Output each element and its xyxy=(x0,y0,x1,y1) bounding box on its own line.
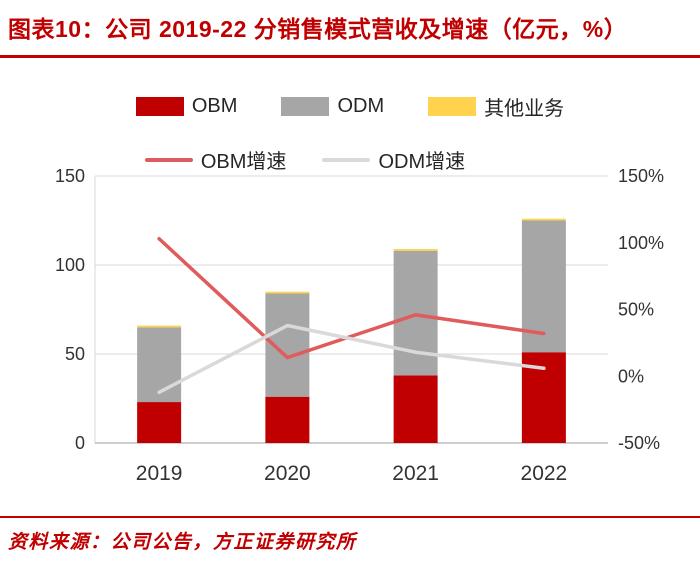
x-axis-label: 2022 xyxy=(521,462,568,485)
combo-chart: 0 50 100 150 -50% 0% 50% 100% 150% 2019 2020 2021 20… xyxy=(55,166,664,485)
title-divider xyxy=(0,55,700,58)
other-bar-swatch xyxy=(428,97,477,116)
bar-segment-其他业务-2022 xyxy=(521,218,566,221)
odm-line-swatch xyxy=(322,157,371,162)
legend-row-bars: OBM ODM 其他业务 xyxy=(0,92,700,121)
legend-row-lines: OBM增速 ODM增速 xyxy=(0,145,655,174)
right-axis-tick: 100% xyxy=(618,233,664,253)
obm-bar-swatch xyxy=(135,97,184,116)
odm-bar-swatch xyxy=(281,97,330,116)
x-axis-label: 2021 xyxy=(392,462,439,485)
left-axis-tick: 0 xyxy=(75,433,85,453)
left-axis-tick: 150 xyxy=(55,166,85,186)
bar-segment-OBM-2020 xyxy=(265,396,310,443)
chart-legend: OBM ODM 其他业务 OBM增速 ODM增速 xyxy=(0,92,700,174)
bar-segment-ODM-2019 xyxy=(137,327,182,403)
bar-segment-OBM-2019 xyxy=(137,402,182,443)
legend-item-obm: OBM xyxy=(135,95,238,118)
obm-line-swatch xyxy=(144,157,193,162)
legend-label-obm: OBM xyxy=(191,95,238,117)
legend-item-odm-growth: ODM增速 xyxy=(322,145,465,174)
legend-label-odm: ODM xyxy=(337,95,385,117)
left-axis-tick: 50 xyxy=(65,344,85,364)
legend-item-other: 其他业务 xyxy=(428,92,564,121)
left-axis-tick: 100 xyxy=(55,255,85,275)
bar-segment-其他业务-2019 xyxy=(137,325,182,328)
line-OBM增速 xyxy=(157,236,546,360)
footer-divider xyxy=(0,516,700,518)
legend-label-obm-growth: OBM增速 xyxy=(200,151,287,173)
line-ODM增速 xyxy=(157,323,546,395)
figure-title: 图表10：公司 2019-22 分销售模式营收及增速（亿元，%） xyxy=(8,16,628,42)
bar-segment-其他业务-2021 xyxy=(393,248,438,251)
legend-item-odm: ODM xyxy=(281,95,384,118)
x-axis-label: 2020 xyxy=(264,462,311,485)
right-axis-tick: 50% xyxy=(618,300,654,320)
bar-segment-ODM-2021 xyxy=(393,250,438,376)
source-note: 资料来源：公司公告，方正证券研究所 xyxy=(8,532,357,553)
right-axis-tick: 0% xyxy=(618,366,644,386)
legend-label-odm-growth: ODM增速 xyxy=(378,151,466,173)
bar-segment-OBM-2021 xyxy=(393,375,438,443)
legend-item-obm-growth: OBM增速 xyxy=(144,145,287,174)
legend-label-other: 其他业务 xyxy=(484,98,565,120)
right-axis-tick: 150% xyxy=(618,166,664,186)
bar-segment-其他业务-2020 xyxy=(265,291,310,294)
x-axis-label: 2019 xyxy=(136,462,183,485)
right-axis-tick: -50% xyxy=(618,433,660,453)
